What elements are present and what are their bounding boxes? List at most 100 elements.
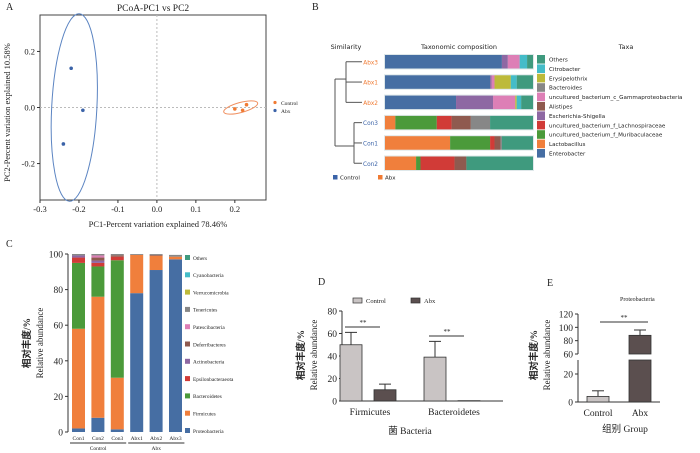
- taxa-legend-label: Escherichia-Shigella: [549, 114, 605, 120]
- phylum-legend-swatch: [185, 255, 190, 260]
- taxa-sample-label-abx2: Abx2: [363, 101, 378, 107]
- proteo-title: Proteobacteria: [620, 297, 655, 303]
- taxa-legend-swatch: [537, 83, 545, 92]
- taxa-bar-segment-uncultured_bacterium_c_gammaproteobacteria: [507, 55, 520, 69]
- panel-label-b: B: [312, 2, 319, 13]
- panel-label-e: E: [547, 278, 553, 289]
- phylum-bar-segment-bacteroidetes: [91, 266, 105, 297]
- taxa-bar-segment-uncultured_bacterium_f_muribaculaceae: [416, 156, 421, 170]
- taxa-group-legend-swatch-control: [333, 175, 338, 180]
- taxa-bar-segment-alistipes: [451, 115, 471, 130]
- proteo-x-tick-label: Control: [583, 409, 612, 419]
- proteo-y-axis-label: Relative abundance: [542, 320, 552, 391]
- phylum-bar-segment-tenericutes: [130, 254, 144, 255]
- phylum-legend-label: Proteobacteria: [193, 429, 224, 435]
- phylum-bar-segment-deferribacteres: [110, 255, 124, 257]
- bacteria-legend-label-abx: Abx: [424, 298, 436, 305]
- taxa-legend-header: Taxa: [618, 43, 634, 51]
- taxa-bar-segment-uncultured_bacterium_f_muribaculaceae: [450, 136, 491, 150]
- panel-label-a: A: [6, 2, 14, 13]
- bacteria-legend-swatch-control: [352, 297, 363, 304]
- phylum-bar-segment-proteobacteria: [91, 417, 105, 432]
- phylum-bar-segment-bacteroidetes: [110, 260, 124, 378]
- bacteria-y-tick-label: 20: [328, 375, 338, 385]
- phylum-bar-segment-tenericutes: [91, 254, 105, 256]
- taxa-legend-label: Alistipes: [549, 105, 573, 111]
- taxa-legend-label: Erysipelothrix: [549, 76, 588, 82]
- phylum-legend-label: Bacteroidetes: [193, 394, 222, 400]
- taxa-legend-label: uncultured_bacterium_c_Gammaproteobacter…: [549, 95, 682, 101]
- taxa-bar-segment-alistipes: [494, 136, 501, 150]
- bacteria-bar-control: [339, 344, 363, 402]
- pcoa-x-tick-label: 0.1: [191, 204, 202, 214]
- proteo-y-tick-label: 0: [568, 399, 573, 409]
- phylum-bar-segment-proteobacteria: [72, 428, 85, 432]
- bacteria-legend-swatch-abx: [410, 297, 421, 304]
- taxa-legend-label: Others: [549, 58, 568, 64]
- taxa-sample-label-abx1: Abx1: [363, 81, 378, 87]
- phylum-legend-label: Patescibacteria: [193, 325, 225, 331]
- taxa-legend-swatch: [537, 73, 545, 83]
- pcoa-y-axis-label: PC2-Percent variation explained 10.58%: [2, 43, 12, 182]
- taxa-bar-segment-citrobacter: [519, 55, 528, 69]
- taxa-legend-swatch: [537, 64, 545, 73]
- phylum-bar-segment-proteobacteria: [130, 293, 144, 432]
- taxa-bar-segment-uncultured_bacterium_f_muribaculaceae: [395, 115, 437, 130]
- bacteria-bar-control: [423, 356, 447, 402]
- taxa-bar-segment-escherichia-shigella: [456, 95, 494, 110]
- pcoa-y-tick-label: 0.2: [24, 46, 35, 56]
- taxa-bar-segment-alistipes: [454, 156, 467, 170]
- pcoa-ellipse-control: [223, 100, 259, 115]
- phylum-legend-label: Tenericutes: [193, 308, 217, 314]
- panel-label-c: C: [6, 239, 13, 250]
- taxa-bar-segment-bacteroides: [500, 136, 502, 150]
- taxa-bar-segment-enterobacter: [385, 95, 457, 110]
- phylum-bar-segment-proteobacteria: [169, 259, 182, 432]
- taxa-composition-header: Taxonomic composition: [420, 43, 497, 51]
- phylum-legend-label: Actinobacteria: [193, 360, 225, 366]
- phylum-y-tick-label: 20: [54, 393, 64, 403]
- panel-label-d: D: [318, 277, 325, 288]
- bacteria-legend-label-control: Control: [366, 298, 386, 305]
- taxa-bar-segment-others: [527, 55, 533, 69]
- phylum-y-axis-label: Relative abundance: [35, 308, 45, 379]
- taxa-legend-label: uncultured_bacterium_f_Muribaculaceae: [549, 133, 663, 139]
- pcoa-legend-label-abx: Abx: [281, 109, 291, 115]
- taxa-bar-segment-citrobacter: [510, 75, 517, 89]
- proteo-x-tick-label: Abx: [632, 409, 649, 419]
- pcoa-x-tick-label: -0.2: [72, 204, 85, 214]
- taxa-bar-segment-bacteroides: [470, 115, 491, 130]
- bacteria-significance-marker: **: [360, 319, 368, 327]
- taxa-bar-segment-uncultured_bacterium_c_gammaproteobacteria: [491, 75, 495, 89]
- taxa-group-legend-label-abx: Abx: [385, 176, 396, 182]
- taxa-legend-label: Citrobacter: [549, 67, 581, 73]
- phylum-y-tick-label: 60: [54, 322, 64, 332]
- proteo-bar-control: [586, 395, 610, 403]
- phylum-legend-swatch: [185, 306, 190, 312]
- phylum-y-tick-label: 80: [54, 286, 64, 296]
- taxa-sample-label-con3: Con3: [363, 121, 378, 127]
- phylum-legend-swatch: [185, 376, 190, 382]
- phylum-x-tick-label: Abx2: [150, 436, 162, 442]
- taxa-sample-label-con1: Con1: [363, 141, 378, 147]
- pcoa-legend-marker-abx: [273, 108, 277, 113]
- taxa-legend-swatch: [537, 149, 545, 158]
- proteo-bar-abx-lower: [628, 359, 652, 403]
- phylum-bar-segment-actinobacteria: [72, 255, 85, 258]
- taxa-bar-segment-uncultured_bacterium_f_lachnospiraceae: [490, 136, 495, 150]
- taxa-bar-segment-uncultured_bacterium_f_lachnospiraceae: [436, 115, 452, 130]
- taxa-legend-swatch: [537, 120, 545, 130]
- bacteria-x-axis-label: 菌 Bacteria: [388, 425, 432, 437]
- phylum-y-axis-label-cn: 相对丰度/%: [21, 318, 33, 368]
- phylum-bar-segment-bacteroidetes: [72, 262, 85, 329]
- pcoa-point-abx: [81, 108, 85, 113]
- taxa-legend-label: Lactobacillus: [549, 142, 585, 148]
- phylum-legend-swatch: [185, 324, 190, 330]
- taxa-legend-swatch: [537, 130, 545, 139]
- pcoa-legend-marker-control: [273, 100, 277, 105]
- bacteria-bar-abx: [373, 389, 397, 402]
- taxa-bar-segment-others: [516, 75, 533, 89]
- phylum-x-tick-label: Con1: [73, 436, 85, 442]
- taxa-bar-segment-others: [490, 115, 533, 130]
